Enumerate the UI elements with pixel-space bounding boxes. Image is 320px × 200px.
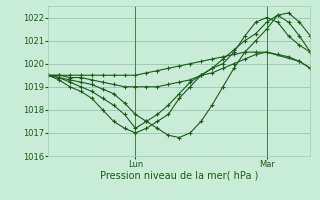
X-axis label: Pression niveau de la mer( hPa ): Pression niveau de la mer( hPa ): [100, 171, 258, 181]
